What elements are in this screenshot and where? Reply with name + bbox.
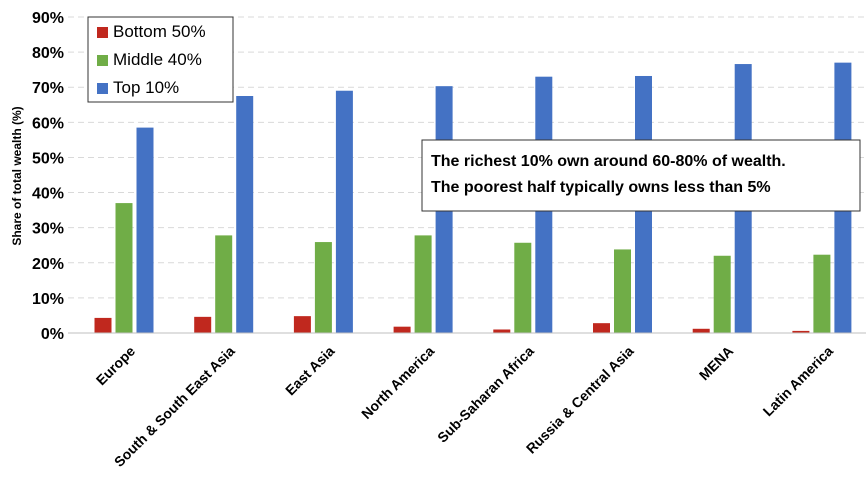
bar-top-10--europe — [136, 127, 154, 333]
x-category-label: Sub-Saharan Africa — [434, 343, 537, 446]
y-tick-label: 60% — [32, 115, 64, 132]
y-tick-label: 20% — [32, 256, 64, 273]
annotation-frame — [421, 139, 861, 212]
x-category-label: Latin America — [760, 343, 837, 420]
legend-label-bottom-50: Bottom 50% — [113, 22, 206, 41]
bar-middle-40--east-asia — [314, 242, 332, 333]
y-tick-label: 80% — [32, 45, 64, 62]
y-tick-label: 10% — [32, 291, 64, 308]
y-tick-labels: 0% 10% 20% 30% 40% 50% 60% 70% 80% 90% — [32, 10, 64, 343]
bar-bottom-50--russia-central-asia — [593, 323, 610, 333]
bar-bottom-50--north-america — [393, 326, 411, 333]
bar-bottom-50--east-asia — [293, 316, 311, 333]
annotation-box: The richest 10% own around 60-80% of wea… — [421, 139, 861, 212]
bar-middle-40--south-south-east-asia — [215, 235, 233, 333]
legend-swatch-bottom-50 — [97, 27, 108, 38]
legend: Bottom 50% Middle 40% Top 10% — [87, 16, 234, 103]
bar-bottom-50--south-south-east-asia — [194, 316, 212, 333]
annotation-line-1: The richest 10% own around 60-80% of wea… — [431, 153, 786, 170]
x-category-label: Europe — [93, 343, 139, 389]
legend-box — [87, 16, 234, 103]
x-category-label: Russia & Central Asia — [523, 343, 637, 457]
y-tick-label: 30% — [32, 221, 64, 238]
bar-bottom-50--latin-america — [792, 330, 810, 333]
bar-bottom-50--sub-saharan-africa — [493, 329, 511, 333]
y-tick-label: 90% — [32, 10, 64, 27]
bar-middle-40--north-america — [414, 235, 432, 333]
y-tick-label: 50% — [32, 150, 64, 167]
bar-middle-40--europe — [115, 203, 133, 333]
legend-label-top-10: Top 10% — [113, 78, 179, 97]
y-axis-label: Share of total wealth (%) — [10, 106, 24, 245]
bar-top-10--east-asia — [335, 90, 353, 333]
bar-middle-40--sub-saharan-africa — [514, 242, 532, 333]
bar-bottom-50--europe — [94, 317, 112, 333]
legend-swatch-middle-40 — [97, 55, 108, 66]
legend-label-middle-40: Middle 40% — [113, 50, 202, 69]
bar-middle-40--latin-america — [813, 254, 831, 333]
bar-middle-40--mena — [713, 255, 731, 333]
bar-top-10--south-south-east-asia — [236, 96, 254, 333]
x-category-label: East Asia — [282, 343, 338, 399]
y-tick-label: 70% — [32, 80, 64, 97]
annotation-line-2: The poorest half typically owns less tha… — [431, 179, 771, 196]
x-category-label: MENA — [696, 343, 736, 383]
bar-bottom-50--mena — [692, 328, 710, 333]
y-tick-label: 40% — [32, 186, 64, 203]
bar-middle-40--russia-central-asia — [614, 249, 631, 333]
y-tick-label: 0% — [41, 326, 64, 343]
x-category-label: North America — [358, 343, 437, 422]
legend-swatch-top-10 — [97, 83, 108, 94]
